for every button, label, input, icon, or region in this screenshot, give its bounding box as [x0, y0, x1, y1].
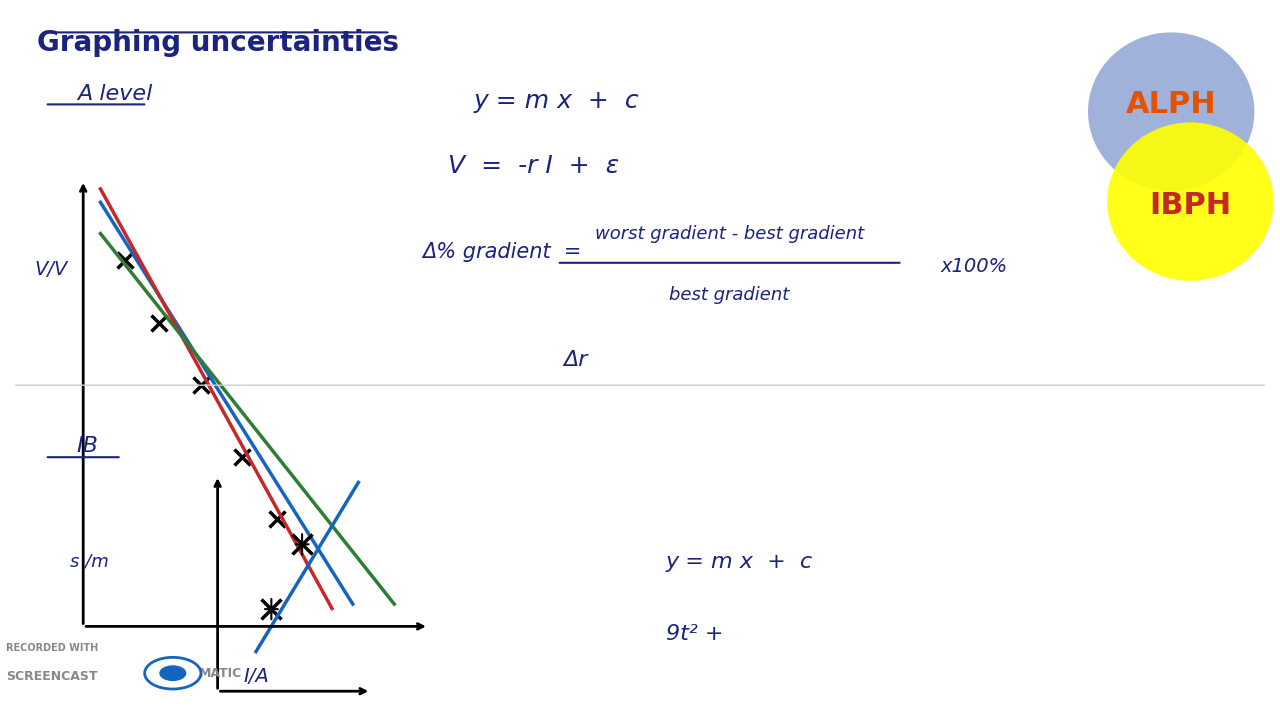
Text: IB: IB [77, 436, 99, 456]
Text: best gradient: best gradient [669, 287, 790, 304]
Text: y = m x  +  c: y = m x + c [666, 552, 813, 572]
Text: MATIC: MATIC [198, 667, 242, 680]
Text: A level: A level [77, 84, 152, 104]
Text: Graphing uncertainties: Graphing uncertainties [37, 29, 398, 57]
Circle shape [160, 666, 186, 680]
Text: y = m x  +  c: y = m x + c [474, 89, 639, 113]
Text: IBPH: IBPH [1149, 191, 1231, 220]
Text: RECORDED WITH: RECORDED WITH [6, 643, 99, 653]
Text: Δ% gradient  =: Δ% gradient = [422, 242, 582, 262]
Text: s /m: s /m [70, 553, 109, 570]
Text: x100%: x100% [941, 257, 1007, 276]
Text: SCREENCAST: SCREENCAST [6, 670, 97, 683]
Ellipse shape [1088, 32, 1254, 191]
Text: Δr: Δr [563, 350, 588, 370]
Text: V  =  -r I  +  ε: V = -r I + ε [448, 153, 620, 178]
Text: worst gradient - best gradient: worst gradient - best gradient [595, 225, 864, 243]
Ellipse shape [1107, 122, 1274, 281]
Text: I/A: I/A [243, 667, 269, 686]
Text: 9t² +: 9t² + [666, 624, 723, 644]
Text: V/V: V/V [35, 260, 68, 279]
Text: ALPH: ALPH [1126, 90, 1216, 119]
